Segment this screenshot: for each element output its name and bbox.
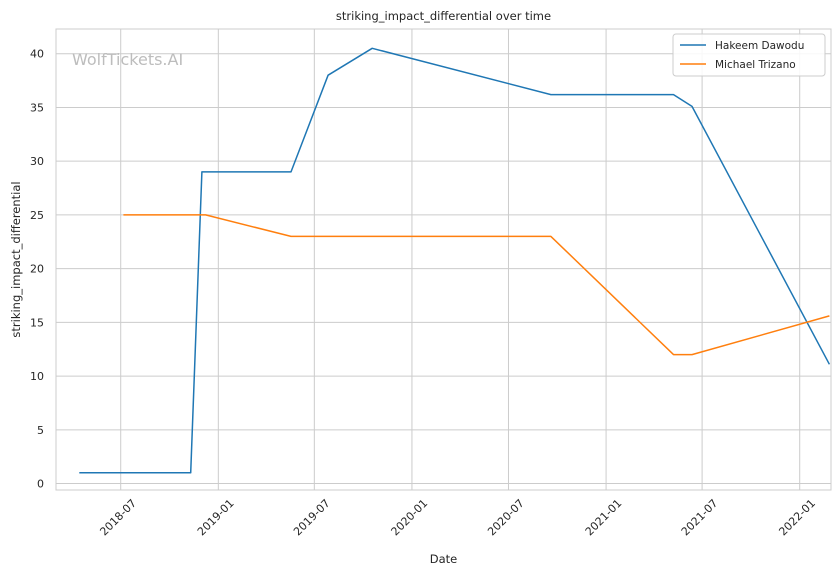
chart-title: striking_impact_differential over time (336, 9, 551, 23)
watermark: WolfTickets.AI (72, 50, 183, 69)
x-tick-2019-01: 2019-01 (195, 497, 237, 539)
x-tick-2020-01: 2020-01 (389, 497, 431, 539)
legend-label-michael-trizano: Michael Trizano (715, 59, 796, 71)
series-line-michael-trizano (123, 214, 830, 356)
y-tick-25: 25 (30, 209, 44, 222)
y-tick-20: 20 (30, 263, 44, 276)
plot-area-frame (55, 28, 832, 491)
y-tick-30: 30 (30, 155, 44, 168)
y-tick-labels: 0 5 10 15 20 25 30 35 40 (30, 48, 44, 491)
legend-label-hakeem-dawodu: Hakeem Dawodu (715, 40, 804, 52)
y-tick-35: 35 (30, 101, 44, 114)
x-tick-2022-01: 2022-01 (776, 497, 818, 539)
x-tick-2020-07: 2020-07 (485, 497, 527, 539)
y-tick-40: 40 (30, 48, 44, 61)
x-tick-2021-01: 2021-01 (583, 497, 625, 539)
x-tick-2021-07: 2021-07 (679, 497, 721, 539)
legend-box (672, 33, 826, 77)
y-tick-5: 5 (37, 424, 44, 437)
y-tick-0: 0 (37, 478, 44, 491)
series-line-hakeem-dawodu (79, 47, 831, 474)
y-tick-15: 15 (30, 316, 44, 329)
x-tick-2019-07: 2019-07 (291, 497, 333, 539)
x-tick-2018-07: 2018-07 (97, 497, 139, 539)
legend: Hakeem Dawodu Michael Trizano (672, 33, 826, 77)
x-tick-labels: 2018-07 2019-01 2019-07 2020-01 2020-07 2021-… (97, 497, 818, 539)
x-axis-label: Date (430, 552, 458, 566)
grid-lines (56, 29, 831, 490)
series-layer (79, 47, 831, 474)
y-axis-label: striking_impact_differential (9, 181, 23, 337)
y-tick-10: 10 (30, 370, 44, 383)
